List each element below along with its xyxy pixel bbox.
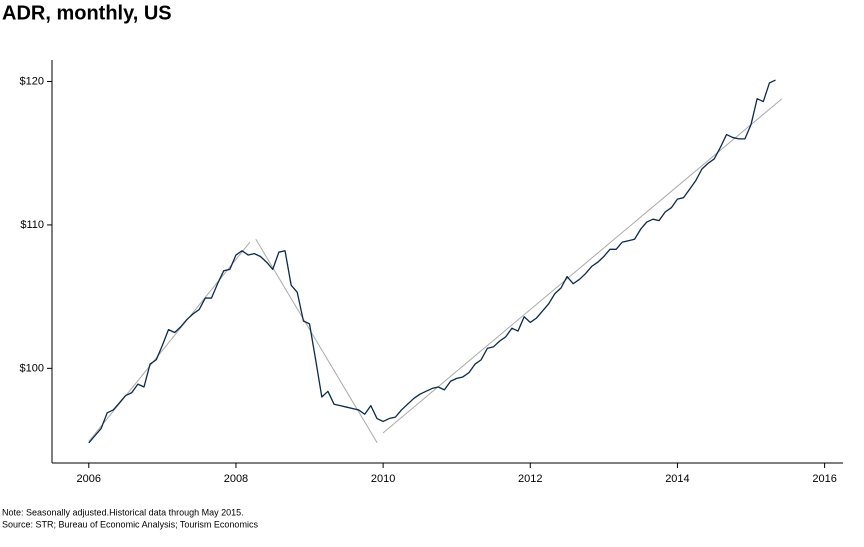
source: Source: STR; Bureau of Economic Analysis… bbox=[2, 519, 258, 529]
chart-title: ADR, monthly, US bbox=[2, 2, 172, 24]
y-tick-label: $100 bbox=[20, 362, 44, 374]
note: Note: Seasonally adjusted.Historical dat… bbox=[2, 507, 244, 517]
x-tick-label: 2014 bbox=[665, 473, 689, 485]
y-tick-label: $110 bbox=[20, 219, 44, 231]
x-tick-label: 2012 bbox=[518, 473, 542, 485]
trend-line bbox=[88, 241, 251, 442]
y-tick-label: $120 bbox=[20, 75, 44, 87]
data-line bbox=[88, 79, 776, 444]
trend-line bbox=[382, 98, 783, 434]
x-tick-label: 2008 bbox=[224, 473, 248, 485]
x-tick-label: 2016 bbox=[812, 473, 836, 485]
x-tick-label: 2006 bbox=[77, 473, 101, 485]
x-tick-label: 2010 bbox=[371, 473, 395, 485]
trend-line bbox=[255, 239, 378, 444]
